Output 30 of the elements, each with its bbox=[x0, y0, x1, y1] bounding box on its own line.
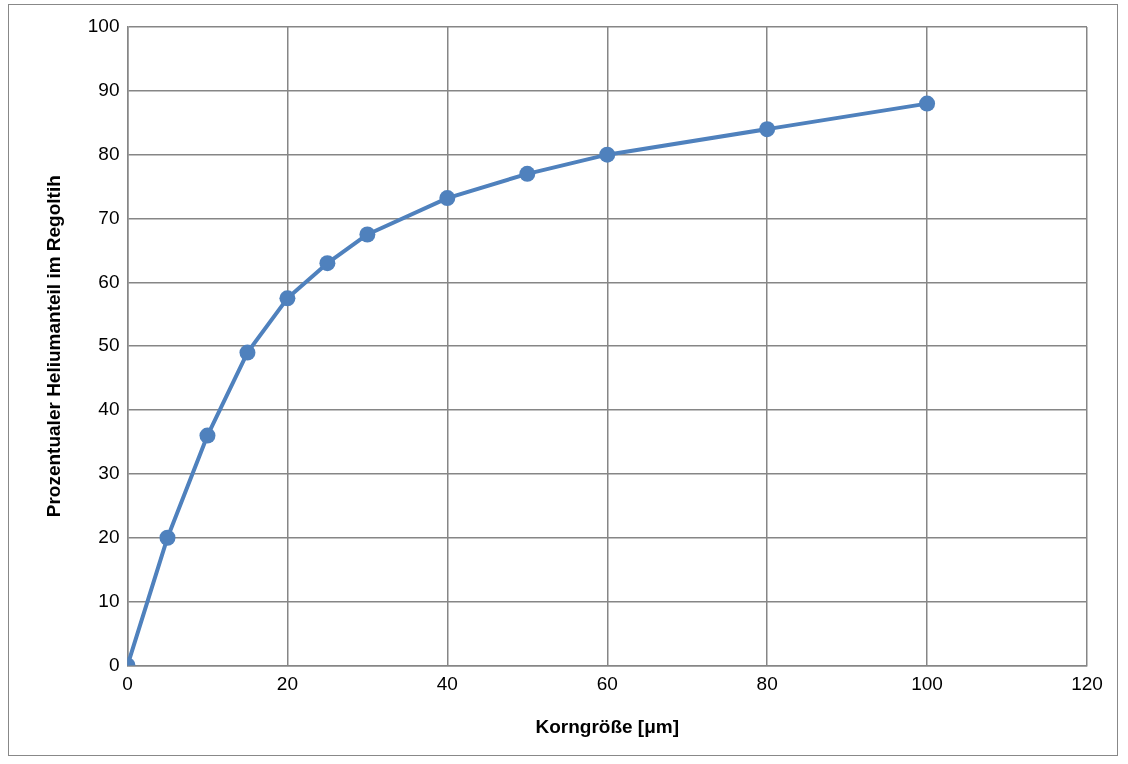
y-tick-label: 40 bbox=[98, 398, 120, 420]
x-tick-label: 100 bbox=[911, 673, 943, 695]
point bbox=[919, 95, 936, 112]
x-tick-label: 40 bbox=[436, 673, 458, 695]
point bbox=[199, 427, 216, 444]
point bbox=[439, 190, 456, 207]
point bbox=[159, 529, 176, 546]
point bbox=[359, 226, 376, 243]
y-tick-label: 0 bbox=[108, 653, 120, 675]
y-tick-label: 30 bbox=[98, 462, 120, 484]
y-tick-label: 80 bbox=[98, 142, 120, 164]
point bbox=[519, 165, 536, 182]
x-tick-label: 60 bbox=[596, 673, 618, 695]
y-tick-label: 20 bbox=[98, 525, 120, 547]
y-tick-label: 90 bbox=[98, 79, 120, 101]
x-tick-label: 120 bbox=[1071, 673, 1103, 695]
y-axis-title: Prozentualer Heliumanteil im Regoltih bbox=[42, 175, 64, 518]
y-tick-label: 50 bbox=[98, 334, 120, 356]
y-tick-label: 70 bbox=[98, 206, 120, 228]
point bbox=[239, 344, 256, 361]
point bbox=[279, 290, 296, 307]
y-tick-label: 60 bbox=[98, 270, 120, 292]
x-tick-label: 80 bbox=[756, 673, 778, 695]
x-axis-title: Korngröße [μm] bbox=[535, 715, 680, 737]
point bbox=[319, 255, 336, 272]
y-tick-label: 10 bbox=[98, 589, 120, 611]
x-tick-label: 20 bbox=[276, 673, 298, 695]
y-tick-label: 100 bbox=[87, 15, 120, 37]
point bbox=[759, 121, 776, 138]
point bbox=[599, 146, 616, 163]
